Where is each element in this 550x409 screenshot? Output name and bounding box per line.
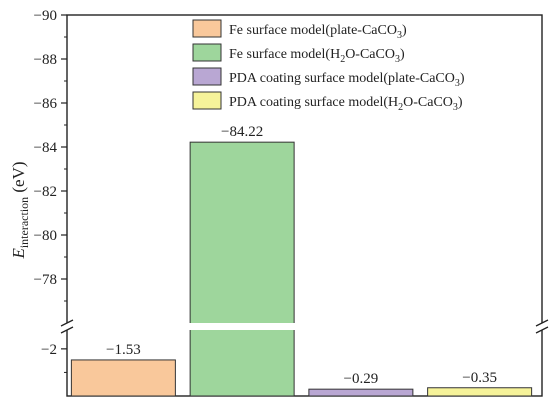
legend-label-4: PDA coating surface model(H2O-CaCO3) [229,95,463,113]
y-axis-ticks: −78 −80 −82 −84 −86 −88 −90 −2 [34,8,67,373]
legend-label-2: Fe surface model(H2O-CaCO3) [229,47,405,65]
bar-4 [427,387,533,397]
y-tick-label-u3: −84 [34,140,58,156]
y-tick-label-u0: −78 [34,272,57,288]
axis-break-gap [59,323,550,330]
y-tick-label-u6: −90 [34,8,57,24]
y-axis-title: Einteraction (eV) [9,161,31,259]
value-label-4: −0.35 [462,370,497,386]
bar-2 [189,141,295,397]
legend-swatch-1 [192,19,222,38]
bar-1 [70,359,176,397]
legend-swatch-4 [192,91,222,110]
legend-label-3: PDA coating surface model(plate-CaCO3) [229,71,465,89]
plot-frame [66,14,543,397]
break-mark-top-0 [60,319,74,327]
break-mark-bottom-0 [60,326,74,334]
y-tick-label-u5: −88 [34,52,57,68]
value-label-1: −1.53 [106,342,141,358]
legend-swatch-3 [192,67,222,86]
axis-break-marks [60,319,549,334]
y-tick-label-u2: −82 [34,184,57,200]
plot-border [66,14,543,397]
bar-3 [308,388,414,397]
legend-label-1: Fe surface model(plate-CaCO3) [229,23,407,41]
break-mark-top-1 [535,319,549,327]
y-tick-label-l0: −2 [41,342,57,358]
legend: Fe surface model(plate-CaCO3) Fe surface … [192,19,465,113]
legend-swatch-2 [192,43,222,62]
break-mark-bottom-1 [535,326,549,334]
y-tick-label-u1: −80 [34,228,57,244]
value-labels: −1.53 −84.22 −0.29 −0.35 [106,124,497,387]
value-label-2: −84.22 [221,124,263,140]
y-tick-label-u4: −86 [34,96,58,112]
bars [70,141,533,397]
value-label-3: −0.29 [344,371,379,387]
